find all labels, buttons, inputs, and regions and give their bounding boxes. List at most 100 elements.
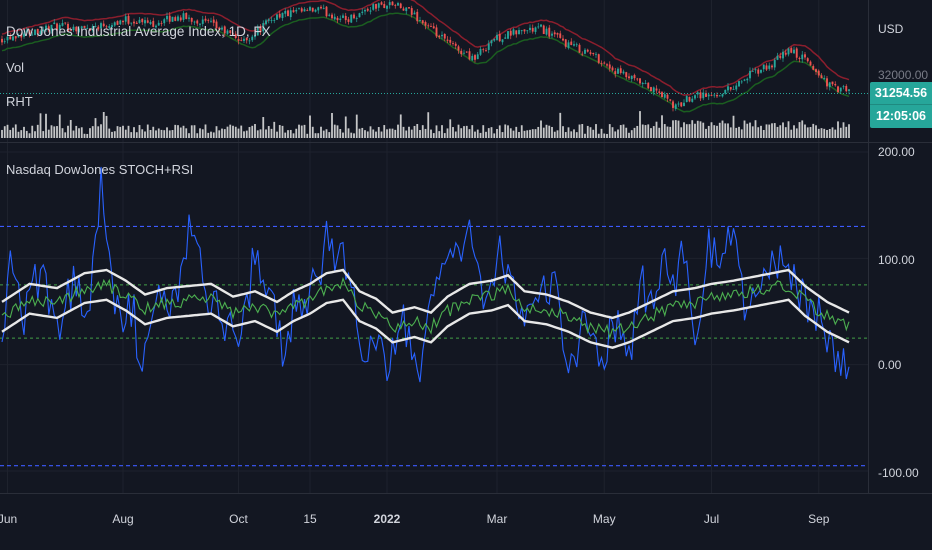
candle-body [226, 30, 229, 34]
candle-body [798, 58, 801, 60]
volume-bar [545, 124, 548, 138]
volume-bar [490, 127, 493, 138]
volume-bar [383, 125, 386, 138]
volume-bar [589, 127, 592, 138]
candle-body [496, 34, 498, 40]
volume-bar [707, 125, 710, 138]
volume-bar [369, 126, 372, 138]
candle-body [589, 52, 592, 54]
candle-body [820, 75, 823, 79]
volume-bar [691, 120, 694, 138]
volume-bar [6, 124, 9, 138]
candle-body [276, 14, 278, 20]
candle-body [424, 22, 427, 26]
candle [333, 13, 336, 21]
candle [658, 88, 661, 96]
candle [320, 5, 322, 10]
volume-bar [721, 120, 724, 138]
candle-body [559, 33, 562, 38]
candle [152, 17, 155, 28]
volume-bar [771, 123, 773, 138]
volume-bar [765, 124, 768, 138]
candle-body [485, 49, 487, 51]
symbol-title[interactable]: Dow Jones Industrial Average Index, 1D, … [6, 24, 271, 39]
volume-bar [364, 130, 366, 138]
candle [589, 49, 592, 56]
candle [83, 25, 86, 29]
candle-body [501, 39, 504, 43]
candle [116, 20, 119, 26]
candle-body [619, 68, 622, 73]
candle-body [718, 95, 721, 97]
candle-body [17, 35, 20, 38]
volume-bar [135, 132, 138, 138]
volume-bar [421, 125, 424, 138]
volume-bar [647, 124, 650, 138]
candle [122, 19, 124, 25]
candlesticks [1, 0, 850, 112]
volume-bar [366, 131, 369, 138]
volume-bar [410, 129, 413, 138]
volume-bar [749, 122, 751, 138]
candle-body [828, 82, 831, 88]
candle-body [531, 27, 534, 32]
candle [399, 2, 402, 9]
volume-bar [553, 131, 556, 138]
candle-body [776, 55, 779, 60]
price-pane [0, 0, 868, 138]
indicator-title[interactable]: Nasdaq DowJones STOCH+RSI [6, 162, 194, 177]
candle [812, 64, 815, 71]
volume-bar [617, 129, 619, 138]
candle [223, 25, 226, 38]
candle [452, 41, 454, 46]
candle [67, 21, 69, 32]
candle-body [603, 62, 606, 64]
volume-bar [388, 128, 391, 138]
candle-body [432, 26, 435, 29]
candle [718, 95, 721, 97]
candle-body [545, 28, 548, 35]
candle-body [578, 44, 581, 53]
candle [636, 77, 639, 82]
candle [160, 20, 163, 27]
candle-body [482, 49, 485, 51]
volume-bar [111, 131, 113, 138]
volume-bar [237, 128, 240, 138]
candle [683, 99, 685, 107]
volume-bar [760, 125, 762, 138]
candle [518, 27, 520, 35]
volume-bar [245, 130, 248, 138]
candle-body [72, 26, 75, 31]
volume-bar [3, 126, 6, 138]
candle-body [677, 103, 680, 105]
vol-label[interactable]: Vol [6, 60, 25, 75]
volume-bar [782, 122, 784, 138]
volume-bar [746, 123, 749, 138]
volume-bar [696, 120, 699, 138]
candle [567, 40, 570, 50]
volume-bar [548, 125, 551, 138]
candle [336, 16, 339, 23]
candle [58, 22, 61, 32]
candle [413, 10, 416, 15]
volume-bar [100, 124, 102, 138]
candle-body [243, 38, 245, 41]
candle-body [168, 15, 171, 22]
candle [295, 7, 298, 14]
candle [188, 14, 190, 22]
volume-bar [207, 132, 210, 138]
candle [377, 2, 380, 12]
rht-label[interactable]: RHT [6, 94, 33, 109]
candle-body [347, 19, 350, 22]
candle-body [564, 39, 567, 47]
candle-body [413, 12, 416, 15]
candle-body [111, 25, 113, 28]
volume-bar [149, 130, 152, 138]
candle [410, 5, 413, 18]
volume-bar [845, 126, 848, 138]
candle-body [39, 31, 42, 35]
candle-body [518, 30, 520, 35]
candle-body [273, 20, 276, 21]
candle [259, 24, 262, 35]
